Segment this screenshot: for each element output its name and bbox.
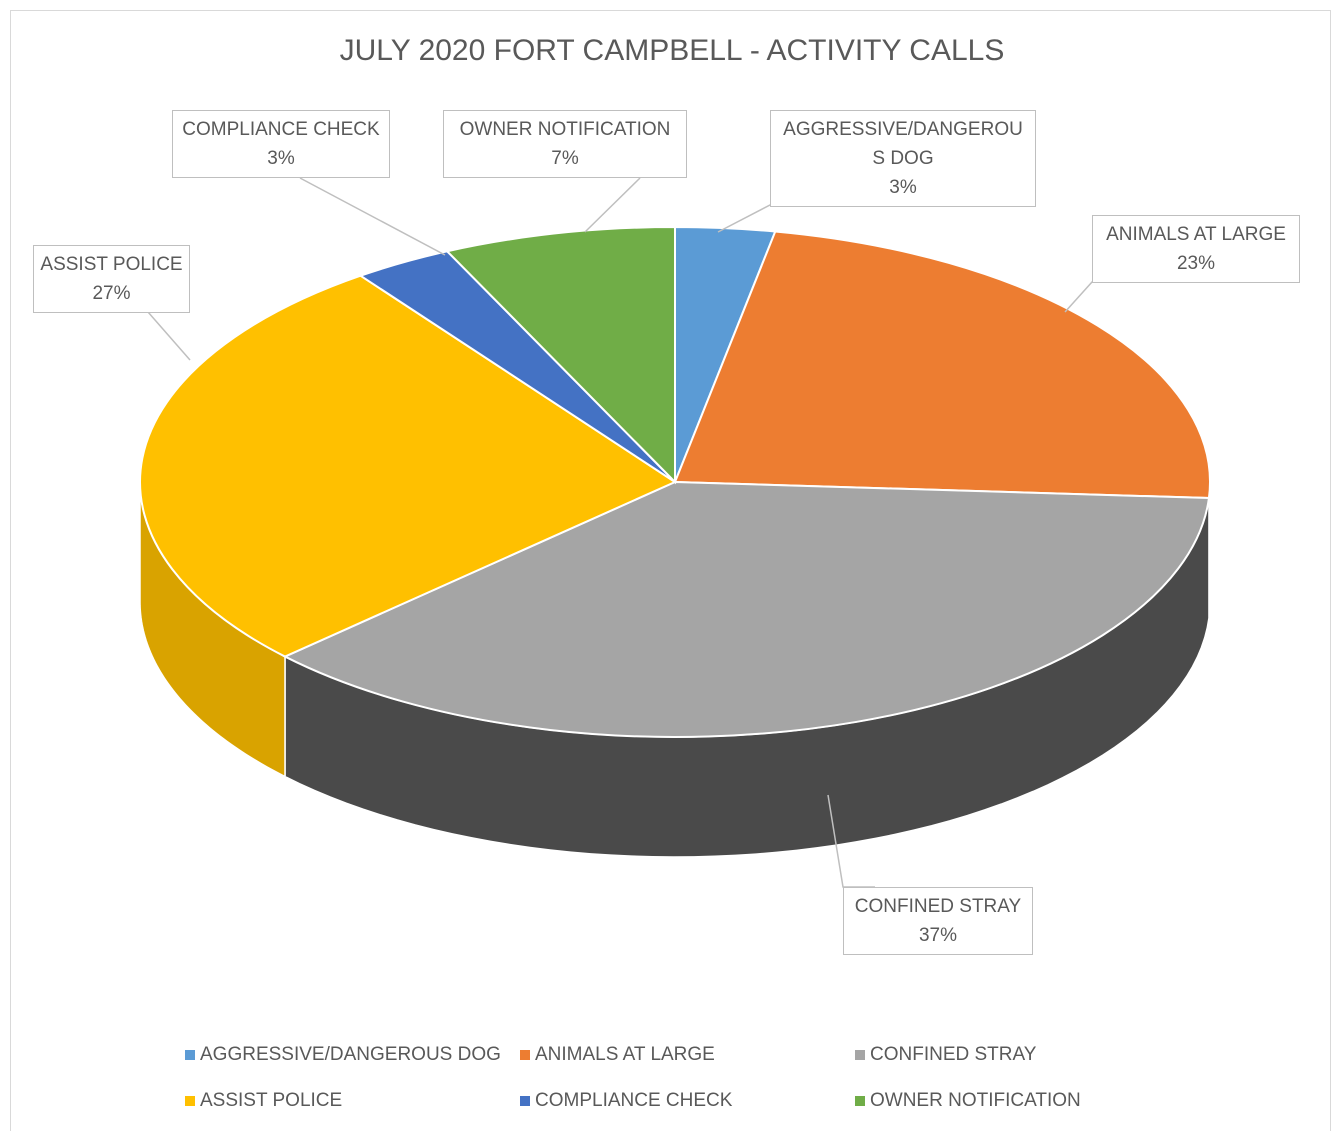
data-label: ANIMALS AT LARGE 23% [1092, 215, 1300, 283]
slice [139, 274, 678, 658]
data-label: ASSIST POLICE 27% [33, 245, 190, 313]
data-label-text: 23% [1176, 253, 1216, 274]
chart-title: JULY 2020 FORT CAMPBELL - ACTIVITY CALLS [340, 34, 1005, 67]
legend-label: CONFINED STRAY [870, 1044, 1037, 1065]
slice [445, 225, 676, 485]
pie-tops [139, 225, 1211, 738]
data-label: AGGRESSIVE/DANGEROUS DOG 3% [770, 110, 1036, 207]
slice [673, 230, 1211, 500]
data-label-text: ANIMALS AT LARGE [1106, 224, 1286, 245]
legend-label: OWNER NOTIFICATION [870, 1090, 1081, 1111]
legend-swatch [185, 1096, 195, 1106]
data-label-text: 7% [551, 148, 579, 169]
legend-label: COMPLIANCE CHECK [535, 1090, 733, 1111]
legend-swatch [185, 1050, 195, 1060]
data-label-text: CONFINED STRAY [854, 896, 1022, 917]
data-label-text: OWNER NOTIFICATION [459, 119, 671, 140]
legend-label: ANIMALS AT LARGE [535, 1044, 715, 1065]
data-label-text: 3% [889, 177, 917, 198]
data-label-text: 27% [92, 283, 131, 304]
data-label: OWNER NOTIFICATION 7% [443, 110, 687, 178]
data-label-text: AGGRESSIVE/DANGEROUS DOG [783, 119, 1023, 169]
data-label: COMPLIANCE CHECK 3% [172, 110, 390, 178]
leader-line [147, 311, 191, 361]
legend-label: ASSIST POLICE [200, 1090, 342, 1111]
legend: AGGRESSIVE/DANGEROUS DOG ANIMALS AT LARGE… [185, 1044, 1081, 1111]
legend-swatch [520, 1050, 530, 1060]
legend-swatch [855, 1050, 865, 1060]
legend-swatch [855, 1096, 865, 1106]
data-label-text: ASSIST POLICE [40, 254, 183, 275]
legend-swatch [520, 1096, 530, 1106]
legend-label: AGGRESSIVE/DANGEROUS DOG [200, 1044, 501, 1065]
data-label-text: COMPLIANCE CHECK [182, 119, 380, 140]
data-label: CONFINED STRAY 37% [843, 887, 1033, 955]
slice [282, 480, 1211, 738]
data-label-text: 37% [918, 925, 958, 946]
data-label-text: 3% [267, 148, 295, 169]
leader-line [584, 177, 641, 233]
leader-line [299, 177, 446, 256]
